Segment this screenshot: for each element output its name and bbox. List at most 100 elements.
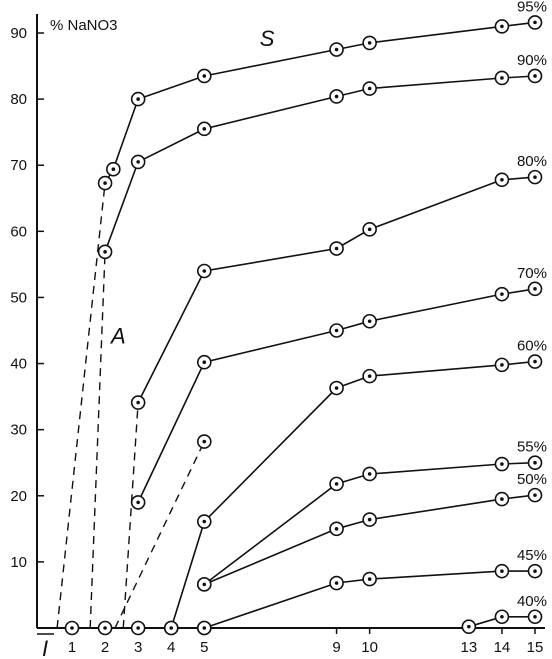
data-point — [64, 620, 80, 636]
series-label: 55% — [517, 439, 547, 456]
data-point — [494, 456, 510, 472]
point-dot — [367, 319, 372, 324]
data-point — [494, 172, 510, 188]
x-tick-label: 4 — [167, 639, 175, 656]
data-point — [362, 81, 377, 96]
point-dot — [136, 500, 140, 505]
data-point — [97, 175, 113, 191]
data-point — [527, 455, 543, 471]
point-dot — [136, 626, 140, 630]
data-point — [196, 434, 212, 449]
point-dot — [500, 76, 504, 80]
data-point — [130, 395, 146, 410]
x-tick-label: 3 — [134, 639, 142, 656]
point-dot — [136, 400, 140, 405]
series-line — [104, 75, 536, 253]
series-line — [203, 494, 536, 586]
data-point — [527, 15, 543, 30]
y-tick-label: 20 — [10, 488, 27, 505]
point-dot — [136, 160, 140, 164]
point-dot — [500, 497, 504, 501]
data-point — [97, 620, 113, 636]
data-point — [163, 620, 179, 636]
data-point — [494, 19, 510, 34]
y-tick-label: 40 — [10, 356, 27, 373]
annotation-label: A — [109, 324, 126, 349]
data-point — [130, 91, 146, 107]
data-point — [527, 169, 543, 185]
x-tick-label: 13 — [461, 639, 478, 656]
dashed-line — [122, 402, 139, 629]
data-point — [196, 620, 212, 636]
point-dot — [136, 97, 140, 101]
point-dot — [533, 287, 537, 291]
point-dot — [533, 20, 537, 25]
y-tick-label: 80 — [10, 91, 27, 108]
x-tick-label: 1 — [68, 639, 76, 656]
data-point — [527, 487, 543, 503]
point-dot — [334, 482, 339, 486]
series-line — [170, 360, 536, 629]
point-dot — [103, 181, 107, 185]
series-line — [137, 176, 536, 403]
point-dot — [202, 626, 207, 630]
x-tick-label: 10 — [361, 639, 378, 656]
data-point — [196, 121, 212, 137]
point-dot — [202, 360, 207, 365]
series-line — [137, 288, 536, 503]
point-dot — [111, 167, 116, 171]
data-point — [527, 68, 543, 84]
point-dot — [202, 439, 207, 444]
x-tick-label: 9 — [332, 639, 340, 656]
annotations: SA — [109, 26, 275, 349]
point-dot — [202, 74, 207, 78]
point-dot — [500, 614, 504, 619]
data-point — [329, 476, 344, 492]
point-dot — [202, 269, 207, 273]
origin-label: I — [42, 636, 48, 659]
series-label: 80% — [517, 153, 547, 170]
data-point — [329, 241, 344, 256]
series-label: 60% — [517, 338, 547, 355]
point-dot — [500, 462, 504, 466]
data-point — [106, 161, 121, 177]
x-tick-label: 5 — [200, 639, 208, 656]
point-dot — [533, 460, 537, 465]
series-label: 70% — [517, 265, 547, 282]
point-dot — [533, 569, 537, 573]
point-dot — [533, 493, 537, 497]
axes — [36, 14, 545, 629]
data-point — [494, 286, 510, 302]
point-dot — [367, 517, 372, 522]
point-dot — [533, 359, 537, 364]
data-point — [527, 354, 543, 369]
data-point — [362, 571, 377, 587]
data-point — [329, 380, 344, 396]
data-point — [130, 620, 146, 636]
data-point — [196, 577, 212, 592]
point-dot — [202, 519, 207, 524]
point-dot — [334, 527, 339, 531]
y-tick-label: 50 — [10, 289, 27, 306]
data-point — [494, 70, 510, 86]
point-dot — [334, 94, 339, 99]
point-dot — [169, 626, 174, 630]
data-point — [494, 357, 510, 373]
data-point — [527, 563, 543, 579]
data-point — [494, 563, 510, 579]
point-dot — [500, 177, 504, 182]
dashed-line — [89, 251, 106, 629]
annotation-label: S — [260, 26, 275, 51]
point-dot — [367, 577, 372, 581]
data-point — [329, 89, 344, 104]
data-point — [494, 609, 510, 625]
dashed-line — [114, 441, 205, 629]
series-line — [104, 21, 536, 184]
data-point — [329, 323, 344, 338]
point-dot — [334, 386, 339, 390]
data-points — [64, 15, 543, 636]
data-point — [196, 354, 212, 370]
data-point — [329, 42, 344, 57]
data-point — [97, 244, 113, 260]
y-tick-label: 10 — [10, 554, 27, 571]
